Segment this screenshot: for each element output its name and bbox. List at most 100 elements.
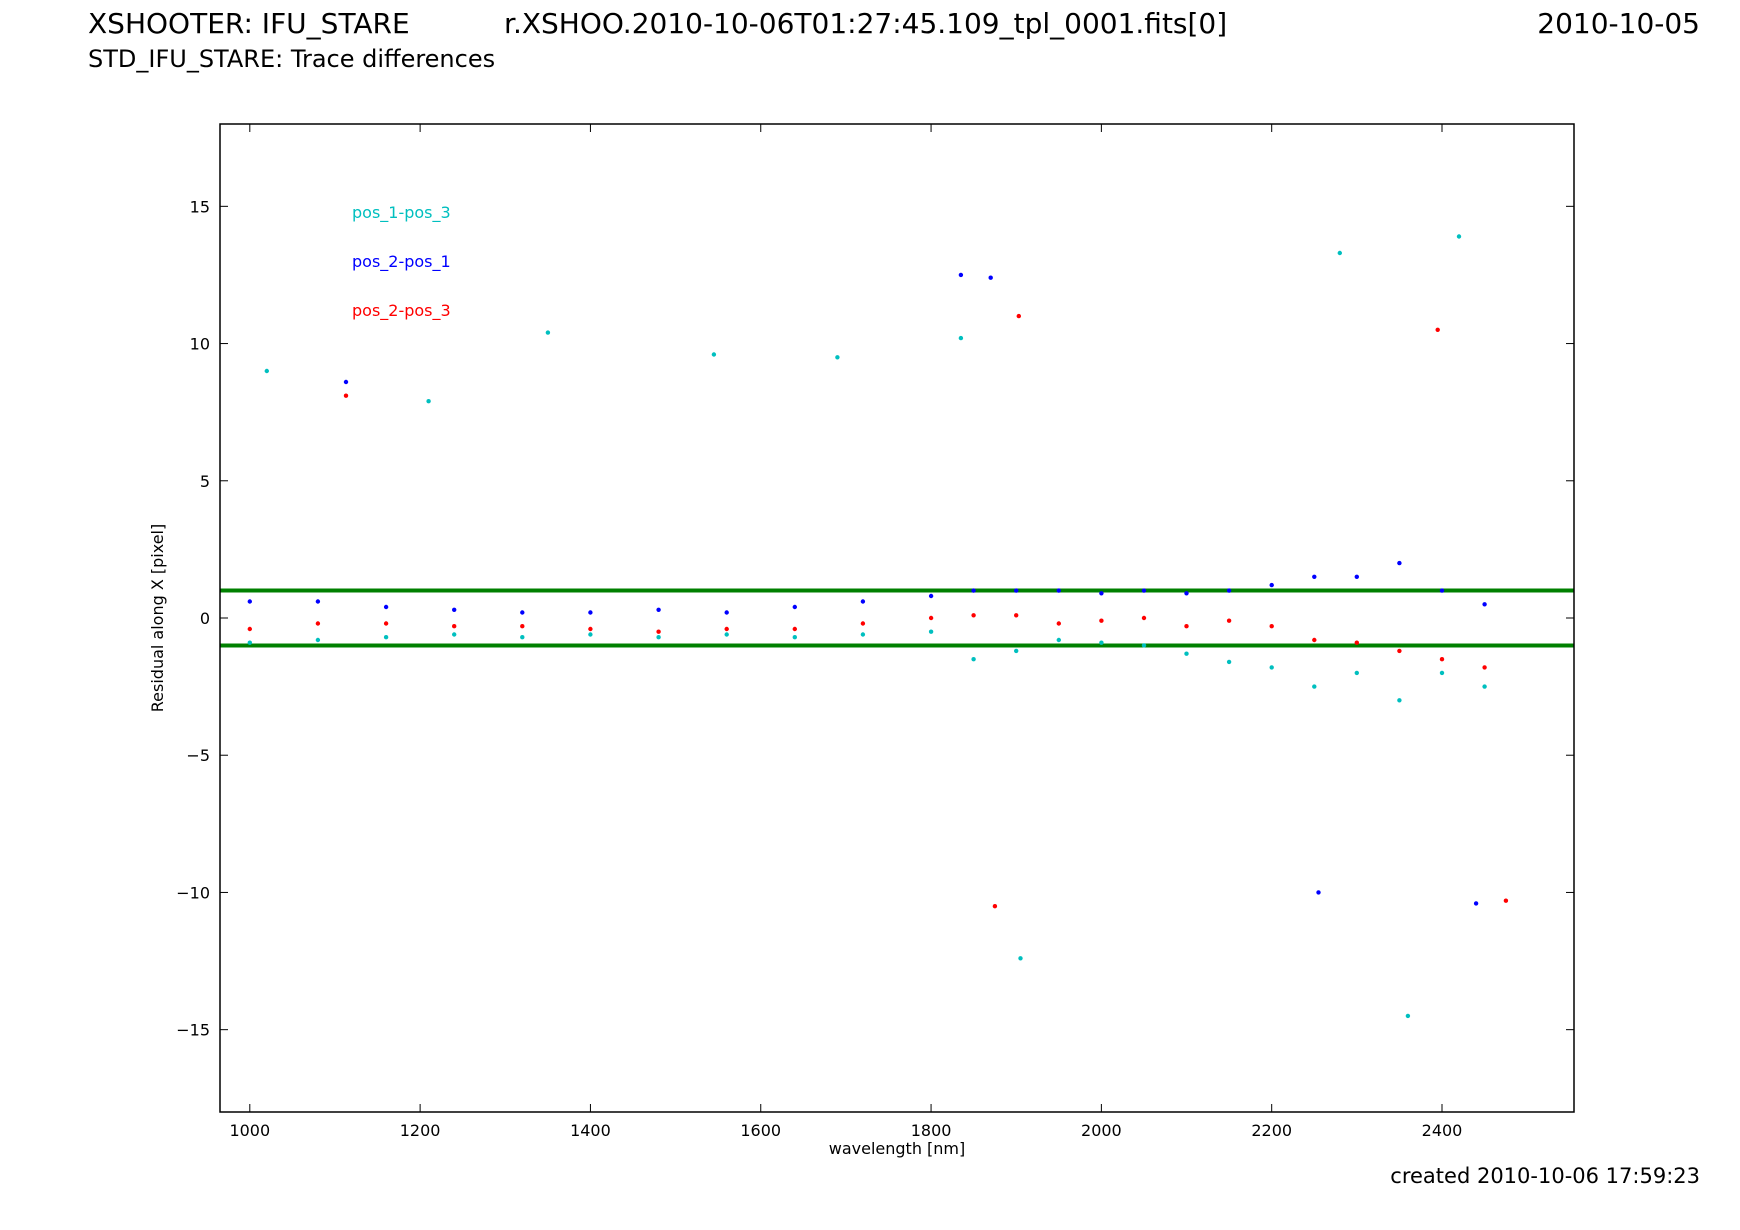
legend: pos_1-pos_3 pos_2-pos_1 pos_2-pos_3 bbox=[352, 203, 451, 321]
data-point bbox=[724, 610, 729, 615]
y-tick-label: −5 bbox=[186, 746, 210, 765]
data-point bbox=[1337, 250, 1343, 256]
legend-entry: pos_2-pos_1 bbox=[352, 252, 451, 272]
data-point bbox=[1226, 659, 1232, 665]
legend-entry: pos_2-pos_3 bbox=[352, 301, 451, 321]
data-point bbox=[1014, 648, 1019, 654]
y-tick-label: −15 bbox=[176, 1021, 210, 1040]
data-point bbox=[1405, 1013, 1411, 1019]
data-point bbox=[1269, 665, 1274, 670]
data-point bbox=[588, 632, 593, 637]
data-point bbox=[1141, 588, 1147, 593]
x-tick-label: 2200 bbox=[1251, 1121, 1292, 1140]
x-axis-label: wavelength [nm] bbox=[829, 1139, 966, 1158]
data-point bbox=[971, 588, 976, 593]
y-tick-label: 5 bbox=[200, 472, 210, 491]
data-point bbox=[452, 607, 457, 612]
data-point bbox=[1269, 624, 1274, 629]
data-point bbox=[1312, 574, 1317, 579]
data-point bbox=[315, 599, 321, 604]
legend-entry: pos_1-pos_3 bbox=[352, 203, 451, 223]
data-point bbox=[1397, 698, 1402, 703]
data-point bbox=[1184, 651, 1189, 656]
x-tick-label: 1800 bbox=[911, 1121, 952, 1140]
data-point bbox=[958, 335, 964, 341]
data-point bbox=[1226, 588, 1232, 593]
data-point bbox=[383, 635, 389, 640]
data-point bbox=[1018, 956, 1023, 961]
plot-frame bbox=[219, 123, 1575, 1113]
created-timestamp: created 2010-10-06 17:59:23 bbox=[1390, 1164, 1700, 1188]
data-point bbox=[520, 610, 525, 615]
data-point bbox=[1439, 588, 1445, 593]
data-point bbox=[383, 604, 389, 610]
data-point bbox=[988, 275, 993, 280]
data-point bbox=[928, 593, 934, 599]
y-tick-label: 10 bbox=[190, 335, 210, 354]
data-point bbox=[860, 621, 866, 626]
data-point bbox=[315, 621, 321, 626]
data-point bbox=[1482, 665, 1487, 670]
reference-lines bbox=[220, 588, 1574, 648]
data-point bbox=[1435, 327, 1440, 332]
data-point bbox=[928, 615, 934, 621]
data-point bbox=[1312, 684, 1317, 689]
data-point bbox=[1482, 684, 1487, 689]
data-point bbox=[426, 399, 431, 404]
data-point bbox=[1439, 657, 1445, 662]
data-point bbox=[588, 626, 593, 632]
data-point bbox=[1099, 618, 1104, 623]
data-point bbox=[1056, 637, 1062, 643]
data-point bbox=[1014, 613, 1019, 618]
data-point bbox=[1503, 898, 1509, 903]
data-point bbox=[656, 635, 661, 640]
data-point bbox=[860, 632, 866, 637]
data-point bbox=[860, 599, 866, 604]
data-point bbox=[452, 624, 457, 629]
data-point bbox=[315, 637, 321, 643]
data-point bbox=[1141, 643, 1147, 648]
data-point bbox=[1312, 637, 1317, 643]
data-point bbox=[264, 368, 269, 374]
x-tick-label: 1600 bbox=[740, 1121, 781, 1140]
data-point bbox=[792, 604, 797, 610]
data-point bbox=[792, 635, 797, 640]
data-point bbox=[724, 626, 729, 632]
data-points bbox=[247, 234, 1509, 1019]
data-point bbox=[711, 352, 717, 357]
data-point bbox=[1099, 591, 1104, 596]
data-point bbox=[992, 904, 998, 909]
data-point bbox=[545, 330, 551, 335]
scatter-plot: 1000 1200 1400 1600 1800 2000 2200 2400 15 10 5 0 −5… bbox=[148, 123, 1575, 1158]
data-point bbox=[835, 355, 840, 360]
data-point bbox=[1354, 640, 1360, 645]
x-tick-label: 1400 bbox=[570, 1121, 611, 1140]
data-point bbox=[1014, 588, 1019, 593]
header-obs-date: 2010-10-05 bbox=[1537, 7, 1700, 40]
data-point bbox=[1141, 615, 1147, 621]
data-point bbox=[1439, 670, 1445, 676]
data-point bbox=[1456, 234, 1462, 239]
data-point bbox=[247, 599, 252, 604]
data-point bbox=[928, 629, 934, 634]
data-point bbox=[247, 640, 252, 645]
data-point bbox=[1397, 560, 1402, 566]
data-point bbox=[1056, 588, 1062, 593]
data-point bbox=[1354, 574, 1360, 579]
data-point bbox=[1397, 648, 1402, 654]
header-instrument: XSHOOTER: IFU_STARE bbox=[88, 7, 410, 40]
data-point bbox=[247, 626, 252, 632]
y-axis-label: Residual along X [pixel] bbox=[148, 524, 167, 712]
data-point bbox=[383, 621, 389, 626]
x-tick-label: 2400 bbox=[1422, 1121, 1463, 1140]
data-point bbox=[520, 624, 525, 629]
data-point bbox=[1056, 621, 1062, 626]
data-point bbox=[1184, 591, 1189, 596]
data-point bbox=[1016, 313, 1021, 319]
data-point bbox=[1316, 890, 1321, 895]
data-point bbox=[1482, 602, 1487, 607]
x-tick-label: 1200 bbox=[400, 1121, 441, 1140]
data-point bbox=[971, 657, 976, 662]
data-point bbox=[1354, 670, 1360, 676]
data-point bbox=[792, 626, 797, 632]
